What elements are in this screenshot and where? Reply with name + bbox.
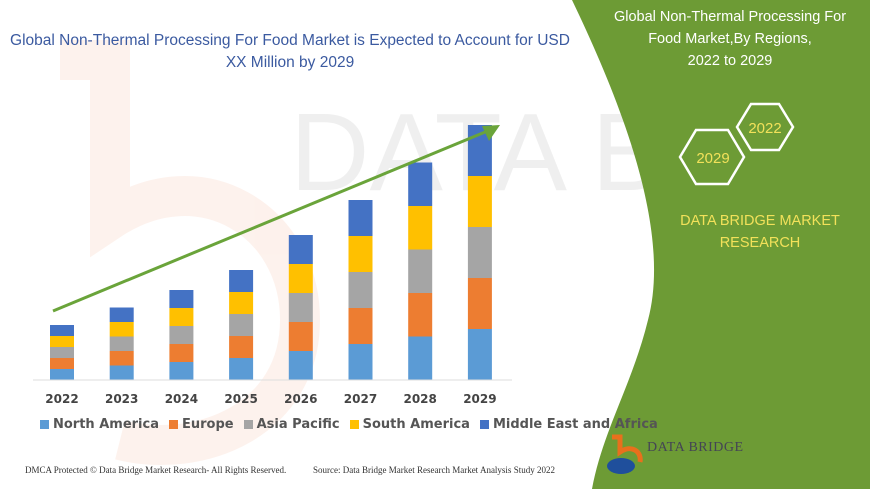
bar-segment-north-america-2024	[169, 362, 194, 380]
bar-segment-south-america-2023	[109, 322, 134, 337]
hexagon-2029: 2029	[678, 128, 746, 186]
bar-segment-south-america-2022	[50, 336, 74, 347]
hexagon-2029-label: 2029	[696, 150, 729, 167]
hexagon-2022-label: 2022	[748, 120, 781, 137]
bar-segment-south-america-2025	[229, 292, 254, 314]
brand-text: DATA BRIDGE MARKET RESEARCH	[660, 210, 860, 254]
bar-segment-south-america-2026	[288, 264, 313, 293]
green-panel	[572, 0, 870, 489]
brand-line: DATA BRIDGE MARKET	[680, 213, 840, 229]
x-tick-label: 2029	[463, 392, 496, 406]
legend-item: South America	[349, 417, 470, 432]
bar-segment-middle-east-and-africa-2024	[169, 290, 194, 308]
footer-source: Source: Data Bridge Market Research Mark…	[313, 465, 555, 475]
x-tick-label: 2025	[224, 392, 257, 406]
legend-swatch	[40, 420, 49, 429]
x-tick-label: 2024	[165, 392, 198, 406]
bar-segment-middle-east-and-africa-2023	[109, 307, 134, 322]
bar-segment-asia-pacific-2025	[229, 314, 254, 336]
bar-segment-europe-2022	[50, 358, 74, 369]
bar-segment-north-america-2026	[288, 351, 313, 380]
bar-segment-middle-east-and-africa-2022	[50, 325, 74, 336]
legend-swatch	[349, 420, 359, 429]
bar-segment-south-america-2024	[169, 308, 194, 326]
bar-segment-europe-2025	[229, 336, 254, 358]
bar-segment-south-america-2029	[467, 176, 492, 227]
bar-segment-asia-pacific-2028	[408, 249, 433, 293]
bar-segment-europe-2023	[109, 351, 134, 366]
bar-segment-north-america-2023	[109, 365, 134, 380]
logo-text: DATA BRIDGE	[647, 440, 744, 455]
panel-title-line: Food Market,By Regions,	[648, 31, 812, 47]
chart-title: Global Non-Thermal Processing For Food M…	[10, 32, 570, 71]
bar-segment-south-america-2028	[408, 206, 433, 250]
x-tick-label: 2028	[403, 392, 436, 406]
x-tick-label: 2027	[344, 392, 377, 406]
trend-arrow	[52, 125, 500, 313]
bar-segment-europe-2029	[467, 278, 492, 329]
bar-segment-asia-pacific-2026	[288, 293, 313, 322]
bar-segment-europe-2024	[169, 344, 194, 362]
bar-segment-asia-pacific-2029	[467, 227, 492, 278]
bar-segment-europe-2027	[348, 308, 373, 344]
bar-segment-middle-east-and-africa-2026	[288, 235, 313, 264]
legend-label: Asia Pacific	[256, 417, 340, 432]
bar-segment-middle-east-and-africa-2027	[348, 200, 373, 236]
bar-segment-asia-pacific-2023	[109, 336, 134, 351]
legend-item: Middle East and Africa	[479, 417, 658, 432]
bar-segment-asia-pacific-2022	[50, 347, 74, 358]
bar-segment-north-america-2029	[467, 329, 492, 380]
data-bridge-logo	[607, 434, 643, 474]
brand-line: RESEARCH	[719, 235, 801, 251]
panel-title-line: 2022 to 2029	[687, 53, 773, 69]
x-tick-label: 2026	[284, 392, 317, 406]
bar-segment-south-america-2027	[348, 236, 373, 272]
legend-item: Europe	[169, 417, 234, 432]
x-tick-labels: 2022 2023 2024 2025 2026 2027 2028 2029	[45, 392, 496, 406]
panel-title: Global Non-Thermal Processing For Food M…	[595, 6, 865, 72]
x-tick-label: 2023	[105, 392, 138, 406]
bar-segment-north-america-2022	[50, 369, 74, 380]
legend-label: North America	[53, 417, 159, 432]
bar-segment-asia-pacific-2024	[169, 326, 194, 344]
legend-label: Middle East and Africa	[492, 417, 658, 432]
legend-label: Europe	[182, 417, 234, 432]
legend-label: South America	[362, 417, 470, 432]
bar-segment-asia-pacific-2027	[348, 272, 373, 308]
bar-segment-north-america-2025	[229, 358, 254, 380]
bar-segment-europe-2028	[408, 293, 433, 337]
bar-segment-north-america-2028	[408, 336, 433, 380]
bar-segment-middle-east-and-africa-2028	[408, 162, 433, 206]
legend-swatch	[243, 420, 253, 429]
bar-chart	[50, 125, 492, 380]
footer-copyright: DMCA Protected © Data Bridge Market Rese…	[25, 465, 287, 475]
legend-swatch	[169, 420, 178, 429]
panel-title-line: Global Non-Thermal Processing For	[613, 9, 847, 25]
legend-item: North America	[40, 417, 159, 432]
legend-item: Asia Pacific	[243, 417, 340, 432]
bar-segment-north-america-2027	[348, 344, 373, 380]
hexagon-2022: 2022	[735, 102, 795, 152]
bar-segment-europe-2026	[288, 322, 313, 351]
legend-swatch	[479, 420, 489, 429]
bar-segment-middle-east-and-africa-2025	[229, 270, 254, 292]
x-tick-label: 2022	[45, 392, 78, 406]
legend: North America Europe Asia Pacific South …	[40, 417, 658, 432]
